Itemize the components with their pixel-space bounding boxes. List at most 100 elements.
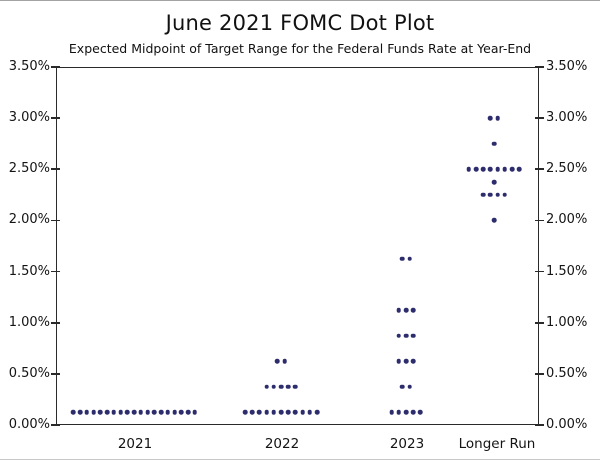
dot (502, 166, 508, 172)
y-tick-label-left: 2.00% (8, 212, 50, 228)
dot (400, 256, 405, 262)
dot (410, 358, 416, 364)
y-tick-label-right: 2.50% (546, 161, 588, 177)
dot (488, 166, 493, 172)
dot (97, 409, 103, 415)
y-tick-mark (535, 321, 544, 324)
dot (185, 409, 191, 415)
y-tick-label-right: 2.00% (546, 212, 588, 228)
dot (396, 358, 402, 364)
dot (396, 409, 402, 415)
dot (495, 192, 500, 198)
dot (418, 409, 423, 415)
x-tick-label: 2023 (389, 436, 425, 452)
dot (516, 166, 522, 172)
dot (300, 409, 305, 415)
y-tick-mark (51, 424, 60, 426)
dot (488, 115, 493, 121)
y-tick-mark (51, 270, 60, 273)
dot (509, 166, 515, 172)
dot (282, 358, 287, 364)
y-tick-label-left: 3.00% (8, 110, 50, 126)
y-tick-label-right: 1.50% (546, 263, 588, 279)
dot (466, 166, 472, 172)
dot (158, 409, 164, 415)
dot (104, 409, 110, 415)
dot (257, 409, 262, 415)
dot (278, 409, 284, 415)
y-tick-mark (535, 168, 544, 171)
y-tick-mark (51, 321, 60, 324)
dot (491, 179, 497, 185)
dot (495, 115, 500, 121)
x-tick-label: Longer Run (458, 436, 536, 452)
y-tick-label-right: 0.00% (546, 417, 588, 432)
dot (403, 409, 409, 415)
y-tick-mark (51, 373, 60, 375)
dot (271, 409, 277, 415)
dot (403, 307, 409, 313)
dot (131, 409, 137, 415)
x-tick-label: 2021 (117, 436, 153, 452)
dot (314, 409, 320, 415)
dot (400, 384, 405, 389)
dot (124, 409, 130, 415)
y-tick-mark (535, 219, 544, 222)
x-tick-label: 2022 (264, 436, 300, 452)
dot (84, 409, 90, 415)
dot (285, 409, 291, 415)
dot (410, 409, 416, 415)
dot (285, 384, 291, 389)
dot (495, 166, 500, 172)
dot (111, 409, 117, 415)
dot (491, 218, 497, 223)
dot (410, 333, 416, 338)
y-tick-label-left: 1.50% (8, 263, 50, 279)
dot (278, 384, 284, 389)
y-tick-label-left: 0.00% (8, 417, 50, 432)
dot (407, 384, 412, 389)
dot (293, 409, 298, 415)
dot (491, 141, 497, 146)
dot (165, 409, 171, 415)
dot (70, 409, 76, 415)
dot (396, 307, 402, 313)
y-tick-label-right: 0.50% (546, 365, 588, 381)
plot-area (56, 67, 539, 425)
y-tick-label-left: 3.50% (8, 59, 50, 74)
y-tick-label-right: 3.50% (546, 59, 588, 74)
dot (480, 166, 486, 172)
dot (410, 307, 416, 313)
dot (91, 409, 96, 415)
dot (307, 409, 313, 415)
dot (172, 409, 177, 415)
dot (396, 333, 402, 338)
y-tick-mark (535, 117, 544, 119)
dot (178, 409, 184, 415)
y-tick-label-left: 1.00% (8, 314, 50, 330)
dot (293, 384, 298, 389)
dot (403, 333, 409, 338)
y-tick-label-left: 0.50% (8, 365, 50, 381)
dot (192, 409, 198, 415)
dot (249, 409, 255, 415)
y-tick-mark (535, 66, 544, 68)
dot (242, 409, 248, 415)
screenshot-top-border (0, 0, 600, 1)
dot (275, 358, 280, 364)
y-tick-label-left: 2.50% (8, 161, 50, 177)
y-tick-mark (51, 168, 60, 171)
dot (264, 409, 269, 415)
y-tick-mark (535, 424, 544, 426)
dot (473, 166, 479, 172)
dot (407, 256, 412, 262)
dot (77, 409, 83, 415)
y-tick-mark (535, 270, 544, 273)
dot (145, 409, 150, 415)
dot (488, 192, 493, 198)
y-tick-mark (51, 66, 60, 68)
chart-subtitle: Expected Midpoint of Target Range for th… (68, 41, 532, 56)
dot (151, 409, 157, 415)
chart-title: June 2021 FOMC Dot Plot (165, 11, 435, 35)
dot (118, 409, 123, 415)
